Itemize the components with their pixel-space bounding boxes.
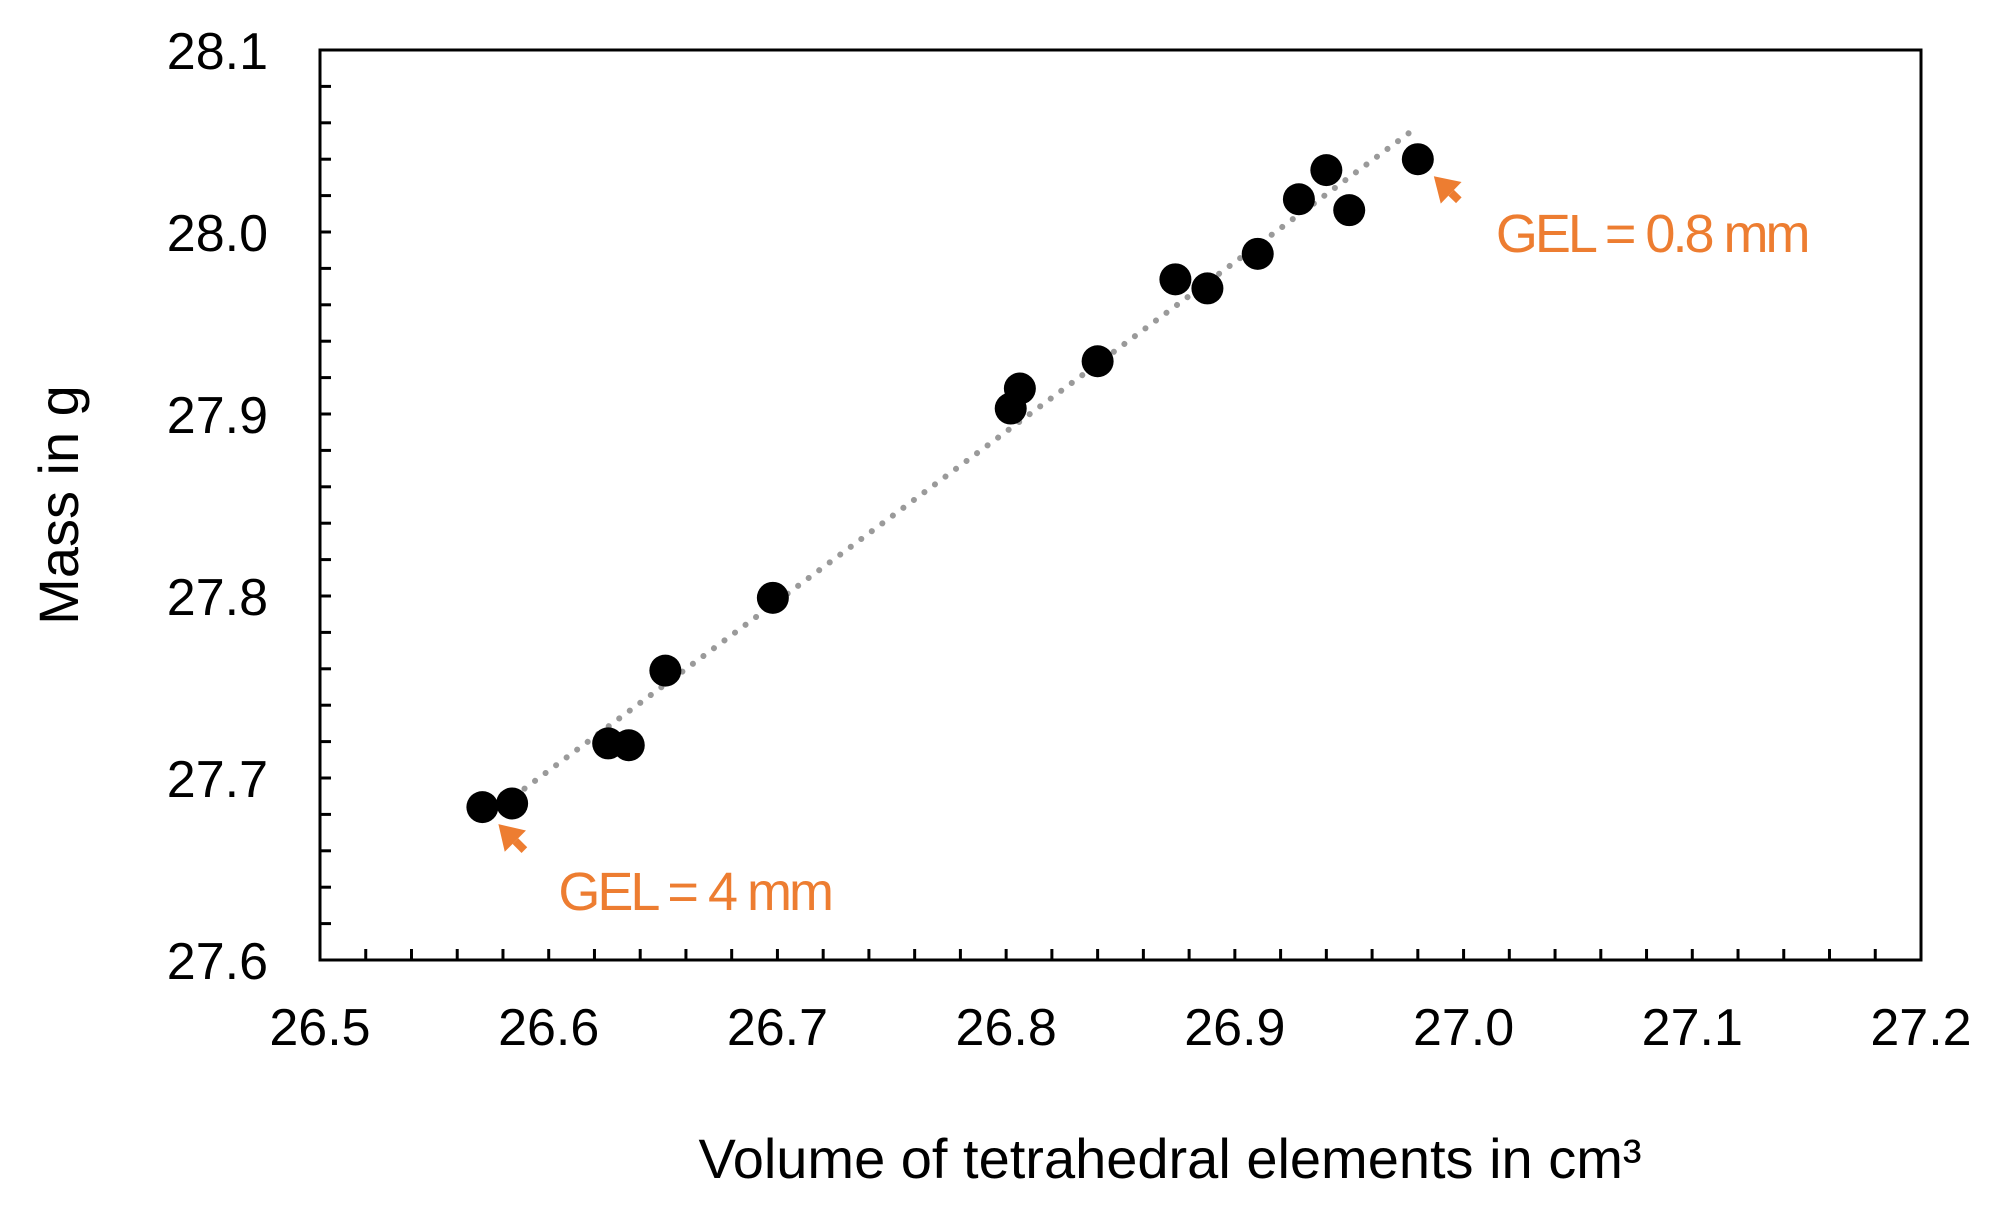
data-point [1333, 194, 1366, 227]
data-point [612, 729, 645, 762]
annotation-arrow-head [498, 824, 526, 852]
data-point [756, 581, 789, 614]
x-tick-label: 26.9 [1184, 999, 1285, 1057]
annotation-label: GEL = 0.8 mm [1496, 204, 1808, 264]
data-point [1241, 237, 1274, 270]
y-axis-title: Mass in g [27, 385, 90, 625]
y-tick-labels: 27.6 27.7 27.8 27.9 28.0 28.1 [167, 23, 268, 991]
y-tick-label: 27.8 [167, 569, 268, 627]
x-tick-label: 27.2 [1870, 999, 1971, 1057]
trendline [479, 123, 1421, 823]
y-tick-label: 27.7 [167, 751, 268, 809]
data-point [1191, 272, 1224, 305]
x-tick-label: 27.1 [1642, 999, 1743, 1057]
plot-area-frame [318, 48, 1923, 962]
annotation-arrow-head [1433, 176, 1462, 204]
annotation-label: GEL = 4 mm [558, 862, 831, 922]
data-point [1401, 143, 1434, 176]
y-tick-label: 27.9 [167, 387, 268, 445]
data-point [466, 791, 499, 824]
data-point [1159, 263, 1192, 296]
x-tick-label: 26.6 [498, 999, 599, 1057]
data-point [1310, 154, 1343, 187]
data-points [466, 143, 1434, 824]
data-point [1081, 345, 1114, 378]
data-point [496, 787, 529, 820]
annotation-arrow-shaft [1448, 189, 1462, 204]
x-tick-label: 26.8 [956, 999, 1057, 1057]
x-axis-title: Volume of tetrahedral elements in cm³ [698, 1127, 1641, 1190]
data-point [1282, 183, 1315, 216]
data-point [649, 654, 682, 687]
annotations: GEL = 4 mm GEL = 0.8 mm [498, 176, 1810, 922]
minor-ticks [320, 84, 1877, 960]
data-point [1003, 372, 1036, 405]
x-tick-label: 26.5 [269, 999, 370, 1057]
y-tick-label: 27.6 [167, 933, 268, 991]
y-tick-label: 28.0 [167, 205, 268, 263]
x-tick-label: 26.7 [727, 999, 828, 1057]
x-tick-label: 27.0 [1413, 999, 1514, 1057]
y-tick-label: 28.1 [167, 23, 268, 81]
x-tick-labels: 26.5 26.6 26.7 26.8 26.9 27.0 27.1 27.2 [269, 999, 1971, 1057]
annotation-arrow-shaft [512, 838, 528, 853]
